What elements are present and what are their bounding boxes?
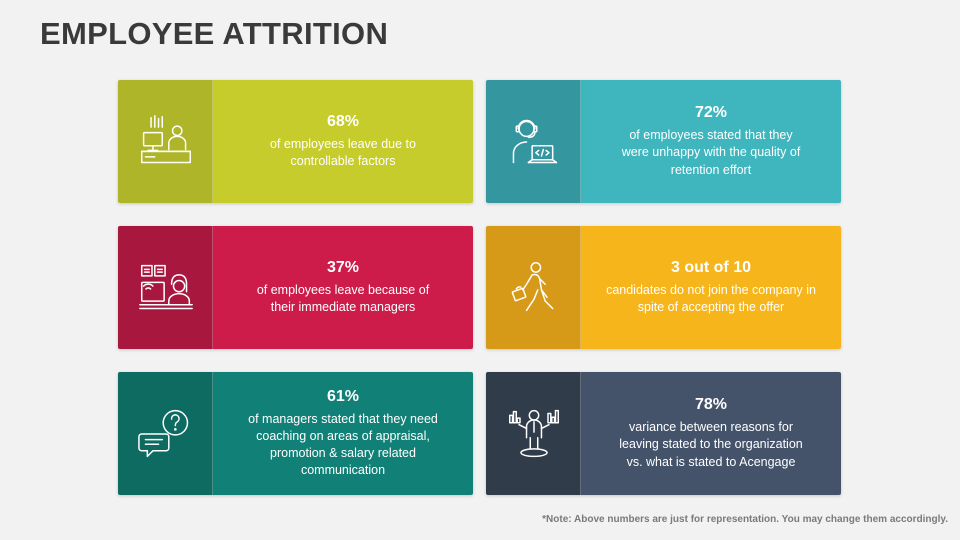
card-icon-box [486,372,581,495]
question-chat-icon [137,409,188,457]
stat-card-controllable-factors: 68% of employees leave due to controllab… [118,80,473,203]
analyst-icon [508,409,559,457]
stat-value: 68% [326,112,360,130]
stat-description: variance between reasons for leaving sta… [619,420,803,469]
stat-card-candidates-not-joining: 3 out of 10 candidates do not join the c… [486,226,841,349]
stat-card-immediate-managers: 37% of employees leave because of their … [118,226,473,349]
stat-card-managers-coaching: 61% of managers stated that they need co… [118,372,473,495]
stat-description: of managers stated that they need coachi… [248,411,438,478]
card-icon-box [486,226,581,349]
stat-card-retention-effort: 72% of employees stated that they were u… [486,80,841,203]
stat-value: 3 out of 10 [670,258,751,276]
stat-value: 78% [694,396,728,414]
card-icon-box [118,226,213,349]
stat-description: of employees stated that they were unhap… [621,128,801,177]
walking-person-icon [511,261,553,311]
card-text-box: 3 out of 10 candidates do not join the c… [581,226,841,349]
desk-worker-icon [140,114,191,163]
page-title: EMPLOYEE ATTRITION [40,16,389,51]
card-text-box: 72% of employees stated that they were u… [581,80,841,203]
stat-value: 37% [326,258,360,276]
card-text-box: 61% of managers stated that they need co… [213,372,473,495]
footnote: *Note: Above numbers are just for repres… [542,514,948,525]
stat-value: 61% [326,387,360,405]
card-text-box: 78% variance between reasons for leaving… [581,372,841,495]
stat-description: of employees leave because of their imme… [256,282,430,314]
card-text-box: 37% of employees leave because of their … [213,226,473,349]
stat-description: of employees leave due to controllable f… [270,136,416,168]
stat-card-variance-reasons: 78% variance between reasons for leaving… [486,372,841,495]
developer-laptop-icon [512,119,557,163]
stat-value: 72% [694,104,728,122]
card-text-box: 68% of employees leave due to controllab… [213,80,473,203]
stat-description: candidates do not join the company in sp… [606,282,816,314]
online-learning-icon [138,264,193,309]
card-icon-box [118,80,213,203]
card-icon-box [118,372,213,495]
card-icon-box [486,80,581,203]
